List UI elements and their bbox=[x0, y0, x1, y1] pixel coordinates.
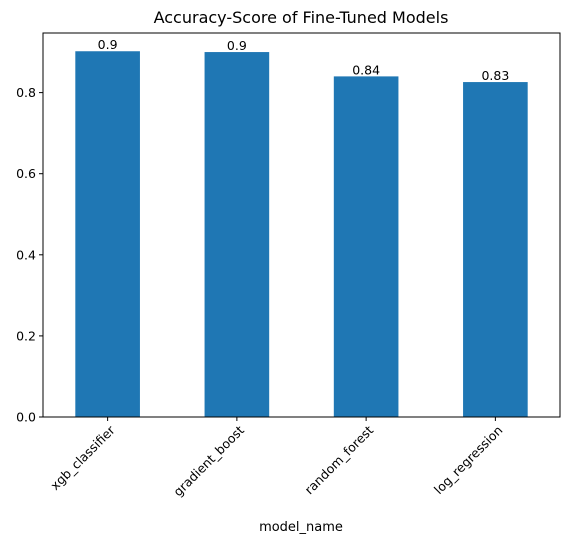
y-tick-label: 0.8 bbox=[16, 85, 36, 100]
data-label-gradient-boost: 0.9 bbox=[227, 38, 247, 53]
x-tick-label-xgb-classifier: xgb_classifier bbox=[47, 422, 118, 493]
x-axis-label: model_name bbox=[259, 520, 343, 535]
plot-frame bbox=[42, 32, 561, 418]
bar-gradient-boost bbox=[204, 52, 270, 418]
data-label-log-regression: 0.83 bbox=[481, 68, 509, 83]
bar-log-regression bbox=[463, 82, 528, 417]
x-tick-label-gradient-boost: gradient_boost bbox=[170, 422, 247, 499]
bars-group bbox=[75, 51, 528, 418]
y-tick-label: 0.0 bbox=[16, 410, 36, 425]
data-label-xgb-classifier: 0.9 bbox=[98, 37, 118, 52]
y-tick-label: 0.6 bbox=[16, 166, 36, 181]
bar-random-forest bbox=[333, 76, 399, 417]
y-tick-label: 0.4 bbox=[16, 247, 36, 262]
bar-xgb-classifier bbox=[75, 51, 140, 417]
x-tick-label-log-regression: log_regression bbox=[431, 423, 506, 498]
data-labels-group: 0.9 0.9 0.84 0.83 bbox=[98, 37, 510, 83]
y-tick-label: 0.2 bbox=[16, 328, 36, 343]
chart-title: Accuracy-Score of Fine-Tuned Models bbox=[154, 8, 449, 27]
y-axis: 0.0 0.2 0.4 0.6 0.8 bbox=[16, 85, 43, 425]
data-label-random-forest: 0.84 bbox=[352, 62, 380, 77]
x-axis: xgb_classifier gradient_boost random_fores… bbox=[47, 417, 505, 499]
x-tick-label-random-forest: random_forest bbox=[301, 422, 376, 497]
